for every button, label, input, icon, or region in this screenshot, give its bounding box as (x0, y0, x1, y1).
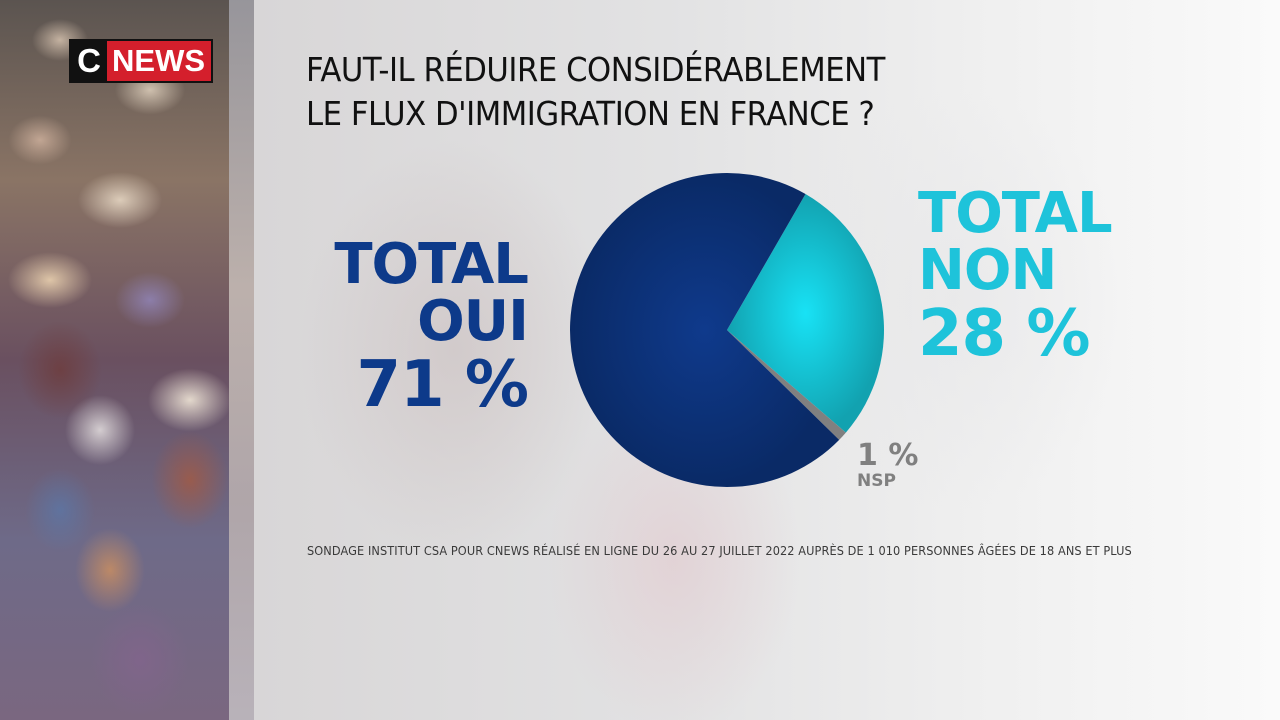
non-percentage: 28 % (918, 297, 1090, 371)
nsp-text: NSP (857, 471, 896, 491)
crowd-photo-strip (0, 0, 229, 720)
label-nsp: 1 % NSP (857, 438, 919, 491)
poll-question: FAUT-IL RÉDUIRE CONSIDÉRABLEMENT LE FLUX… (306, 48, 885, 136)
nsp-percentage: 1 % (857, 438, 919, 473)
label-total-non: TOTAL NON 28 % (918, 181, 1113, 371)
question-line-2: LE FLUX D'IMMIGRATION EN FRANCE ? (306, 94, 875, 133)
logo-c: C (71, 41, 107, 81)
photo-divider-band (229, 0, 254, 720)
logo-news: NEWS (107, 41, 211, 81)
oui-line-1: TOTAL (334, 232, 529, 297)
label-total-oui: TOTAL OUI 71 % (334, 232, 529, 422)
poll-source-note: SONDAGE INSTITUT CSA POUR CNEWS RÉALISÉ … (307, 544, 1132, 558)
slice-non (727, 194, 885, 433)
cnews-logo: C NEWS (69, 39, 213, 83)
non-line-1: TOTAL (918, 181, 1113, 246)
slice-oui (570, 172, 840, 487)
pie-chart (570, 172, 885, 487)
non-line-2: NON (918, 238, 1057, 303)
oui-line-2: OUI (417, 289, 529, 354)
oui-percentage: 71 % (356, 348, 529, 422)
slice-nsp (727, 330, 846, 440)
question-line-1: FAUT-IL RÉDUIRE CONSIDÉRABLEMENT (306, 50, 885, 89)
